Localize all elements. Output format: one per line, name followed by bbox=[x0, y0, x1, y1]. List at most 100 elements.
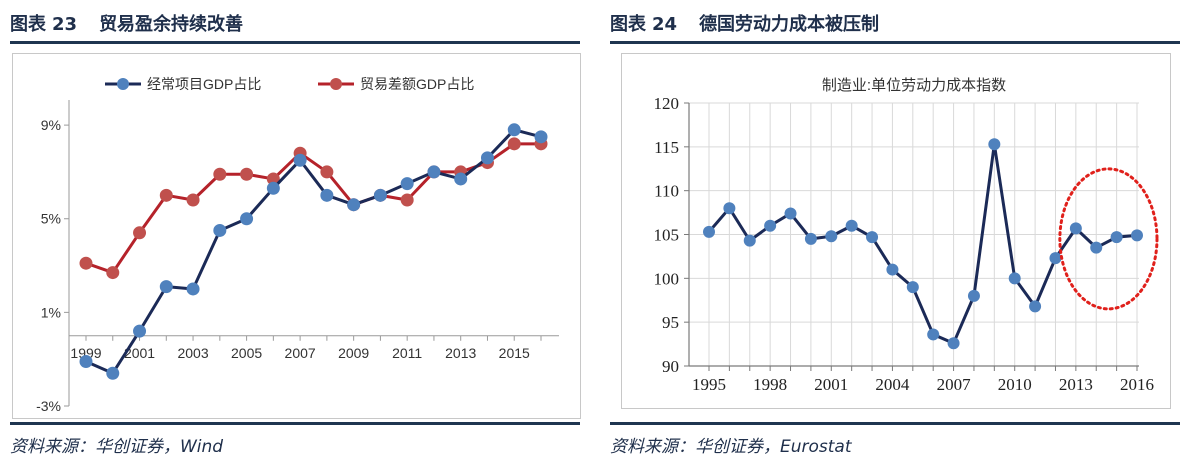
x-tick-label: 2013 bbox=[445, 345, 476, 361]
x-tick-label: 2010 bbox=[998, 375, 1032, 394]
figure-24-heading: 德国劳动力成本被压制 bbox=[699, 14, 880, 35]
figure-23-panel: 图表 23 贸易盈余持续改善 -3% 1% 5% 9% 1999 2001 2003 2005 20… bbox=[0, 0, 590, 466]
x-tick-label: 2013 bbox=[1059, 375, 1093, 394]
data-point bbox=[825, 230, 838, 243]
data-point-series-2 bbox=[133, 226, 147, 240]
data-point bbox=[1008, 272, 1021, 285]
data-point bbox=[866, 231, 879, 244]
data-point bbox=[1090, 241, 1103, 254]
data-point bbox=[845, 219, 858, 232]
data-point-series-1 bbox=[106, 366, 120, 380]
data-point-series-1 bbox=[293, 153, 307, 167]
data-point-series-2 bbox=[400, 193, 414, 207]
data-point bbox=[927, 328, 940, 341]
figure-24-title-rule bbox=[610, 41, 1180, 44]
data-point-series-2 bbox=[159, 188, 173, 202]
data-point-series-1 bbox=[427, 165, 441, 179]
legend-label-2: 贸易差额GDP占比 bbox=[360, 76, 474, 92]
data-point bbox=[906, 281, 919, 294]
data-point-series-1 bbox=[480, 151, 494, 165]
x-tick-label: 2009 bbox=[338, 345, 369, 361]
x-tick-label: 2004 bbox=[875, 375, 910, 394]
data-point-series-1 bbox=[186, 282, 200, 296]
data-point bbox=[947, 337, 960, 350]
figure-24-panel: 图表 24 德国劳动力成本被压制 90 95 100 105 110 115 120 1995 19… bbox=[600, 0, 1188, 466]
figure-24-title: 图表 24 德国劳动力成本被压制 bbox=[610, 10, 879, 36]
figure-23-source: 资料来源：华创证券，Wind bbox=[10, 437, 224, 457]
data-point-series-1 bbox=[133, 324, 147, 338]
y-tick-label: -3% bbox=[36, 398, 61, 414]
x-tick-label: 2016 bbox=[1120, 375, 1154, 394]
data-point-series-2 bbox=[320, 165, 334, 179]
data-point-series-2 bbox=[79, 256, 93, 270]
x-tick-label: 2007 bbox=[285, 345, 316, 361]
data-point-series-2 bbox=[213, 167, 227, 181]
data-point-series-1 bbox=[347, 198, 361, 212]
x-tick-label: 2001 bbox=[124, 345, 155, 361]
legend-label-1: 经常项目GDP占比 bbox=[147, 76, 261, 92]
y-tick-label: 95 bbox=[662, 313, 679, 332]
y-tick-label: 115 bbox=[654, 138, 679, 157]
data-point bbox=[886, 263, 899, 276]
figure-24-source: 资料来源：华创证券，Eurostat bbox=[610, 437, 852, 457]
x-tick-label: 1999 bbox=[70, 345, 101, 361]
figure-23-source-rule bbox=[10, 422, 580, 425]
data-point-series-1 bbox=[454, 172, 468, 186]
legend-marker-2 bbox=[330, 78, 342, 90]
data-point-series-1 bbox=[320, 188, 334, 202]
data-point-series-2 bbox=[507, 137, 521, 151]
series-line bbox=[707, 142, 1138, 345]
chart-title: 制造业:单位劳动力成本指数 bbox=[822, 77, 1006, 94]
data-point bbox=[1069, 222, 1082, 235]
y-tick-label: 9% bbox=[41, 117, 61, 133]
data-point-series-1 bbox=[400, 177, 414, 191]
data-point bbox=[743, 234, 756, 247]
data-point-series-1 bbox=[79, 355, 93, 369]
figure-23-chart-frame: -3% 1% 5% 9% 1999 2001 2003 2005 2007 2009 2011 201… bbox=[12, 53, 581, 419]
figure-23-number: 23 bbox=[52, 14, 78, 35]
data-point bbox=[703, 225, 715, 238]
data-point-series-1 bbox=[159, 280, 173, 294]
highlight-ellipse bbox=[1058, 167, 1159, 311]
y-tick-label: 110 bbox=[654, 182, 679, 201]
legend-marker-1 bbox=[117, 78, 129, 90]
y-tick-label: 5% bbox=[41, 211, 61, 227]
series-line-2 bbox=[85, 142, 541, 275]
data-point-series-1 bbox=[266, 181, 280, 195]
y-tick-label: 100 bbox=[654, 269, 680, 288]
data-point bbox=[988, 138, 1001, 151]
data-point bbox=[1110, 231, 1123, 244]
data-point bbox=[764, 219, 777, 232]
data-point bbox=[784, 207, 797, 220]
data-point-series-2 bbox=[240, 167, 254, 181]
x-tick-label: 2001 bbox=[814, 375, 848, 394]
data-point bbox=[1029, 300, 1042, 313]
figure-23-heading: 贸易盈余持续改善 bbox=[99, 14, 244, 35]
data-point-series-1 bbox=[373, 188, 387, 202]
figure-23-title-rule bbox=[10, 41, 580, 44]
x-tick-label: 1998 bbox=[753, 375, 787, 394]
data-point bbox=[967, 289, 980, 302]
x-tick-label: 2007 bbox=[937, 375, 972, 394]
data-point bbox=[1049, 252, 1062, 265]
figure-24-source-rule bbox=[610, 422, 1180, 425]
figure-23-label: 图表 bbox=[10, 14, 46, 35]
x-tick-label: 2015 bbox=[499, 345, 530, 361]
x-tick-label: 2005 bbox=[231, 345, 262, 361]
figure-24-label: 图表 bbox=[610, 14, 646, 35]
data-point bbox=[723, 202, 736, 215]
figure-23-chart: -3% 1% 5% 9% 1999 2001 2003 2005 2007 2009 2011 201… bbox=[36, 76, 559, 414]
data-point bbox=[1131, 229, 1143, 242]
figure-24-chart: 90 95 100 105 110 115 120 1995 1998 2001 2004 2007 2… bbox=[654, 77, 1159, 394]
data-point bbox=[804, 232, 817, 245]
figure-24-chart-frame: 90 95 100 105 110 115 120 1995 1998 2001 2004 2007 2… bbox=[621, 53, 1171, 409]
figure-24-number: 24 bbox=[652, 14, 678, 35]
data-point-series-1 bbox=[240, 212, 254, 226]
y-tick-label: 1% bbox=[41, 304, 61, 320]
y-tick-label: 120 bbox=[654, 94, 680, 113]
data-point-series-1 bbox=[213, 223, 227, 237]
figure-23-title: 图表 23 贸易盈余持续改善 bbox=[10, 10, 243, 36]
data-point-series-2 bbox=[106, 266, 120, 280]
y-tick-label: 90 bbox=[662, 357, 679, 376]
y-tick-label: 105 bbox=[654, 226, 680, 245]
